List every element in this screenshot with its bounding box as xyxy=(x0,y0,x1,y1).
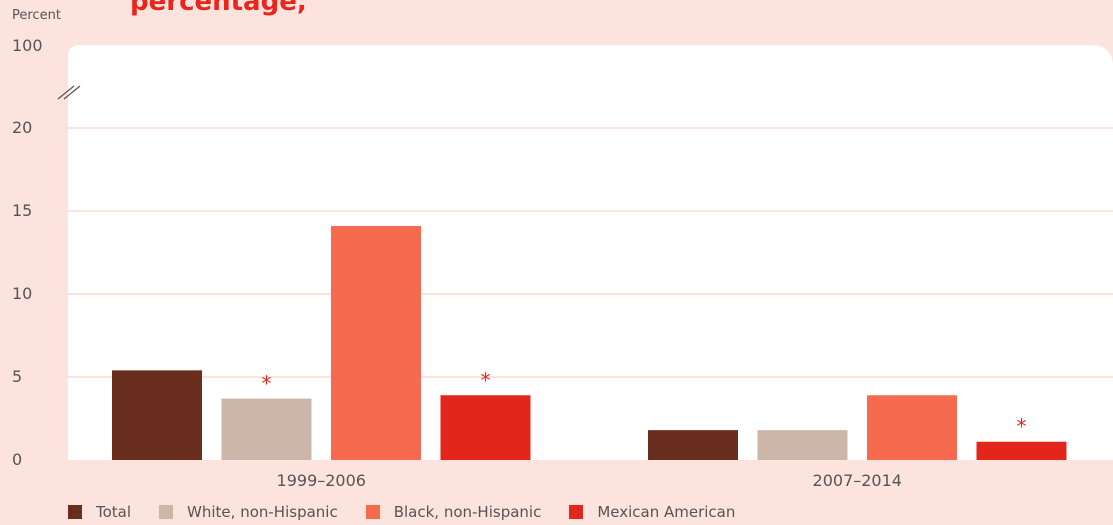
legend-item: Mexican American xyxy=(569,503,735,521)
axis-break-mark xyxy=(57,85,75,100)
y-tick-label: 20 xyxy=(12,118,32,137)
legend-label: White, non-Hispanic xyxy=(187,503,338,521)
bar xyxy=(440,395,531,460)
legend-label: Mexican American xyxy=(597,503,736,521)
y-tick-label: 10 xyxy=(12,284,32,303)
significance-marker: * xyxy=(262,372,272,396)
chart-title-fragment: percentage, xyxy=(130,0,307,17)
y-tick-label: 15 xyxy=(12,201,32,220)
legend-swatch xyxy=(365,505,380,519)
legend-item: Black, non-Hispanic xyxy=(365,503,542,521)
legend: Total White, non-Hispanic Black, non-Hispa… xyxy=(68,503,763,521)
significance-marker: * xyxy=(481,368,491,392)
x-category-label: 2007–2014 xyxy=(813,471,902,490)
y-axis-label: Percent xyxy=(12,8,61,23)
x-category-label: 1999–2006 xyxy=(277,471,366,490)
plot-area xyxy=(68,45,1113,460)
legend-item: White, non-Hispanic xyxy=(159,503,338,521)
legend-label: Total xyxy=(96,503,132,521)
legend-label: Black, non-Hispanic xyxy=(393,503,542,521)
bar xyxy=(112,370,202,460)
y-tick-label: 0 xyxy=(12,450,22,469)
significance-marker: * xyxy=(1017,415,1027,439)
y-tick-label: 100 xyxy=(12,36,43,55)
y-tick-label: 5 xyxy=(12,367,22,386)
legend-swatch xyxy=(159,505,174,519)
bar xyxy=(757,430,848,460)
bar xyxy=(867,395,957,460)
axis-break-mark xyxy=(63,85,81,100)
legend-item: Total xyxy=(68,503,131,521)
bar xyxy=(331,225,421,460)
legend-swatch xyxy=(68,505,82,519)
legend-swatch xyxy=(569,505,584,519)
bar xyxy=(648,430,738,460)
bar xyxy=(976,441,1067,460)
bar xyxy=(221,398,312,460)
